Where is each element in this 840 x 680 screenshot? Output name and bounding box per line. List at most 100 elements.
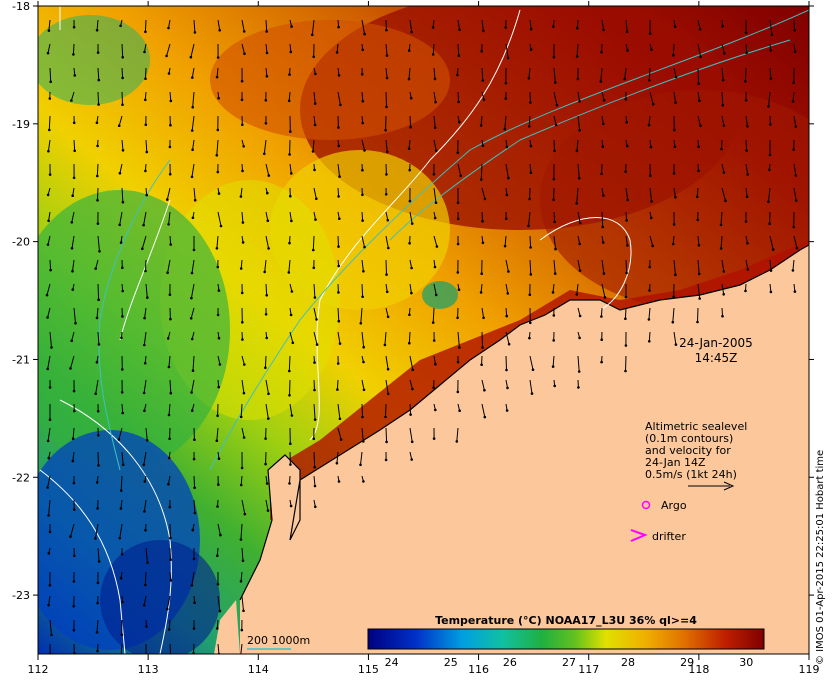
- velocity-arrow-head: [50, 633, 53, 637]
- velocity-arrow-head: [338, 417, 342, 421]
- velocity-arrow: [648, 307, 651, 320]
- velocity-arrow-head: [72, 121, 76, 125]
- velocity-arrow: [792, 91, 795, 102]
- velocity-arrow-head: [481, 144, 485, 147]
- velocity-arrow-head: [264, 99, 268, 102]
- velocity-arrow: [217, 355, 221, 365]
- lat-tick-label: -21: [12, 353, 30, 366]
- velocity-arrow-head: [651, 102, 655, 106]
- velocity-arrow-head: [481, 241, 485, 245]
- velocity-arrow: [481, 187, 486, 200]
- velocity-arrow-head: [623, 77, 626, 81]
- velocity-arrow: [145, 259, 147, 272]
- velocity-arrow-head: [603, 296, 607, 299]
- velocity-arrow: [433, 115, 436, 128]
- velocity-arrow-head: [48, 173, 52, 176]
- velocity-arrow: [191, 379, 195, 393]
- velocity-arrow-head: [408, 341, 411, 345]
- velocity-arrow: [193, 187, 196, 201]
- velocity-arrow-head: [529, 27, 533, 31]
- velocity-arrow-head: [141, 247, 144, 250]
- velocity-arrow-head: [70, 99, 73, 102]
- velocity-arrow: [433, 283, 437, 295]
- velocity-arrow-head: [117, 438, 121, 441]
- velocity-arrow-head: [47, 552, 51, 555]
- velocity-arrow-head: [674, 343, 678, 346]
- velocity-arrow-head: [410, 266, 413, 270]
- velocity-arrow: [769, 235, 774, 250]
- land-mainland: [240, 245, 809, 654]
- velocity-arrow-head: [602, 122, 605, 126]
- velocity-arrow-head: [361, 219, 364, 222]
- velocity-arrow-head: [121, 463, 125, 467]
- velocity-arrow: [600, 307, 603, 317]
- velocity-arrow-head: [311, 33, 314, 37]
- velocity-arrow-head: [338, 175, 341, 178]
- velocity-arrow-head: [239, 415, 243, 419]
- velocity-arrow-head: [649, 145, 653, 149]
- velocity-arrow-head: [165, 54, 168, 58]
- velocity-arrow: [480, 163, 483, 180]
- colorbar-tick-label: 25: [444, 656, 458, 669]
- velocity-arrow: [120, 643, 123, 654]
- velocity-arrow-head: [72, 628, 76, 632]
- velocity-arrow-head: [771, 248, 775, 251]
- velocity-arrow: [745, 139, 748, 151]
- velocity-arrow: [385, 139, 388, 152]
- velocity-arrow-head: [480, 272, 484, 276]
- velocity-arrow: [143, 379, 147, 393]
- velocity-arrow-head: [434, 293, 438, 297]
- velocity-arrow-head: [504, 81, 508, 85]
- velocity-arrow: [193, 643, 195, 654]
- velocity-arrow: [72, 259, 75, 272]
- velocity-arrow: [95, 379, 99, 394]
- velocity-arrow-head: [483, 388, 486, 392]
- velocity-arrow-head: [216, 414, 219, 418]
- velocity-arrow-head: [216, 128, 220, 132]
- velocity-arrow: [49, 331, 52, 348]
- velocity-arrow: [361, 379, 365, 390]
- velocity-arrow-head: [218, 28, 221, 32]
- velocity-arrow-head: [361, 99, 365, 103]
- velocity-arrow-head: [698, 297, 701, 300]
- velocity-arrow-head: [241, 559, 245, 563]
- velocity-arrow: [385, 403, 387, 417]
- velocity-arrow-head: [385, 290, 389, 294]
- velocity-arrow-head: [121, 149, 125, 152]
- velocity-arrow: [673, 67, 677, 78]
- velocity-arrow: [144, 571, 147, 586]
- velocity-arrow-head: [46, 439, 50, 443]
- velocity-arrow-head: [267, 392, 270, 396]
- velocity-arrow-head: [385, 54, 389, 57]
- velocity-arrow-head: [97, 343, 101, 346]
- velocity-arrow: [552, 283, 555, 293]
- velocity-arrow-head: [722, 171, 726, 174]
- velocity-arrow-head: [242, 609, 245, 613]
- velocity-arrow: [313, 451, 316, 468]
- velocity-arrow-head: [456, 217, 460, 221]
- velocity-arrow-head: [697, 272, 701, 276]
- velocity-arrow-head: [699, 55, 702, 59]
- velocity-arrow-head: [143, 50, 146, 54]
- velocity-arrow: [385, 91, 387, 107]
- velocity-arrow-head: [337, 126, 340, 129]
- velocity-arrow: [457, 91, 460, 102]
- velocity-arrow: [241, 355, 245, 365]
- colorbar: [367, 628, 765, 650]
- velocity-arrow-head: [794, 199, 798, 202]
- velocity-arrow: [625, 211, 628, 221]
- velocity-arrow: [481, 379, 485, 391]
- velocity-arrow-head: [191, 369, 195, 373]
- depth-contour-200m: [209, 9, 809, 471]
- velocity-arrow: [360, 451, 363, 465]
- lon-tick-label: 112: [28, 663, 49, 676]
- velocity-arrow-head: [167, 482, 170, 486]
- velocity-arrow-head: [456, 201, 460, 205]
- velocity-arrow-head: [97, 78, 101, 82]
- velocity-arrow-head: [242, 145, 245, 148]
- velocity-arrow-head: [266, 191, 269, 195]
- velocity-arrow: [167, 475, 171, 485]
- velocity-arrow: [217, 211, 222, 227]
- velocity-arrow-head: [70, 339, 73, 343]
- velocity-arrow: [361, 19, 366, 35]
